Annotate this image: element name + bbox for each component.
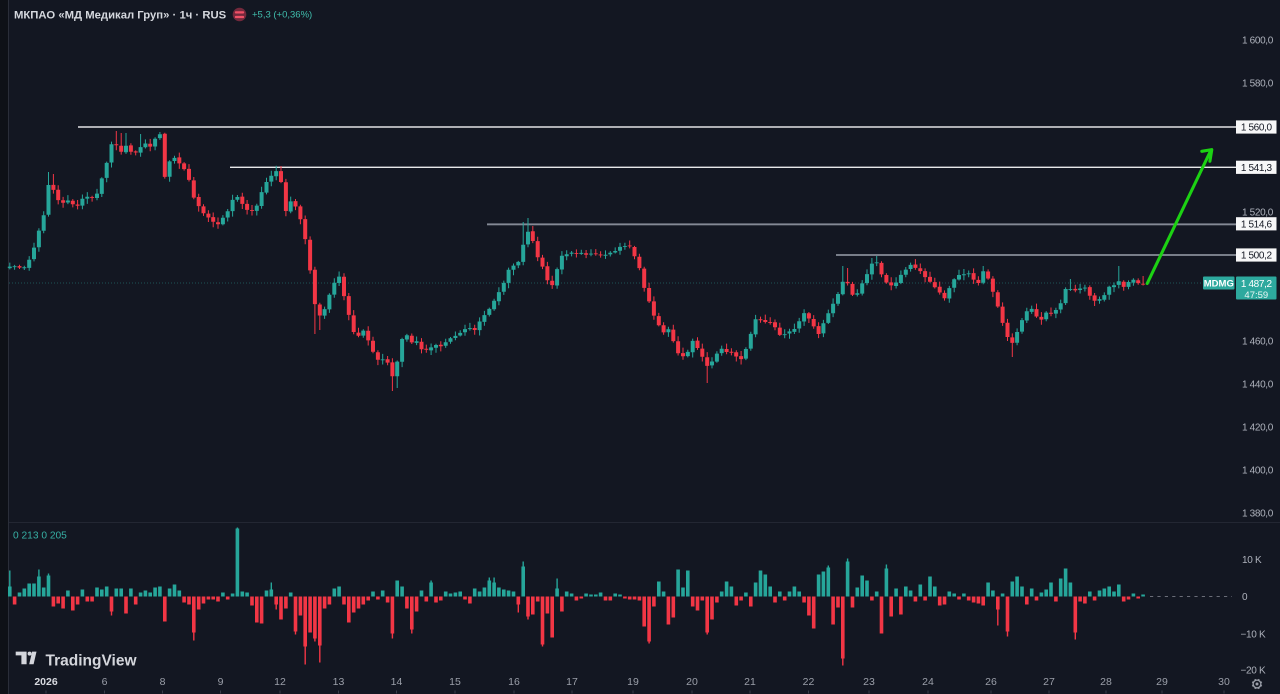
svg-text:1 600,0: 1 600,0 <box>1242 35 1274 46</box>
svg-text:1 520,0: 1 520,0 <box>1242 207 1274 218</box>
svg-text:21: 21 <box>744 676 756 688</box>
svg-text:МКПАО «МД Медикал Груп» · 1ч ·: МКПАО «МД Медикал Груп» · 1ч · RUS <box>14 10 227 22</box>
svg-text:0 213 0 205: 0 213 0 205 <box>13 531 67 542</box>
svg-text:12: 12 <box>274 676 286 688</box>
svg-text:9: 9 <box>218 676 224 688</box>
svg-text:17: 17 <box>566 676 578 688</box>
svg-text:1 541,3: 1 541,3 <box>1241 163 1273 174</box>
svg-text:27: 27 <box>1043 676 1055 688</box>
svg-text:2026: 2026 <box>34 676 58 688</box>
svg-text:14: 14 <box>391 676 403 688</box>
svg-text:1 580,0: 1 580,0 <box>1242 78 1274 89</box>
svg-text:1 420,0: 1 420,0 <box>1242 422 1274 433</box>
svg-text:29: 29 <box>1156 676 1168 688</box>
svg-text:1 400,0: 1 400,0 <box>1242 465 1274 476</box>
svg-text:1 487,2: 1 487,2 <box>1241 279 1273 290</box>
svg-text:24: 24 <box>922 676 934 688</box>
svg-text:1 560,0: 1 560,0 <box>1241 123 1273 134</box>
svg-text:30: 30 <box>1218 676 1230 688</box>
svg-text:20: 20 <box>686 676 698 688</box>
svg-text:1 514,6: 1 514,6 <box>1241 219 1273 230</box>
svg-text:28: 28 <box>1100 676 1112 688</box>
svg-text:19: 19 <box>627 676 639 688</box>
svg-text:23: 23 <box>863 676 875 688</box>
svg-text:1 440,0: 1 440,0 <box>1242 379 1274 390</box>
svg-text:13: 13 <box>333 676 345 688</box>
svg-text:1 460,0: 1 460,0 <box>1242 336 1274 347</box>
svg-text:10 K: 10 K <box>1242 555 1262 566</box>
svg-text:MDMG: MDMG <box>1204 279 1234 290</box>
svg-text:26: 26 <box>985 676 997 688</box>
svg-text:TradingView: TradingView <box>46 653 138 670</box>
svg-text:8: 8 <box>160 676 166 688</box>
svg-text:47:59: 47:59 <box>1244 290 1268 301</box>
svg-text:−20 K: −20 K <box>1241 666 1267 677</box>
svg-text:6: 6 <box>102 676 108 688</box>
svg-text:−10 K: −10 K <box>1241 630 1267 641</box>
svg-text:0: 0 <box>1242 592 1248 603</box>
svg-text:16: 16 <box>508 676 520 688</box>
svg-text:22: 22 <box>803 676 815 688</box>
svg-text:1 500,2: 1 500,2 <box>1241 251 1273 262</box>
svg-text:15: 15 <box>449 676 461 688</box>
svg-text:+5,3 (+0,36%): +5,3 (+0,36%) <box>252 10 312 21</box>
svg-text:1 380,0: 1 380,0 <box>1242 508 1274 519</box>
